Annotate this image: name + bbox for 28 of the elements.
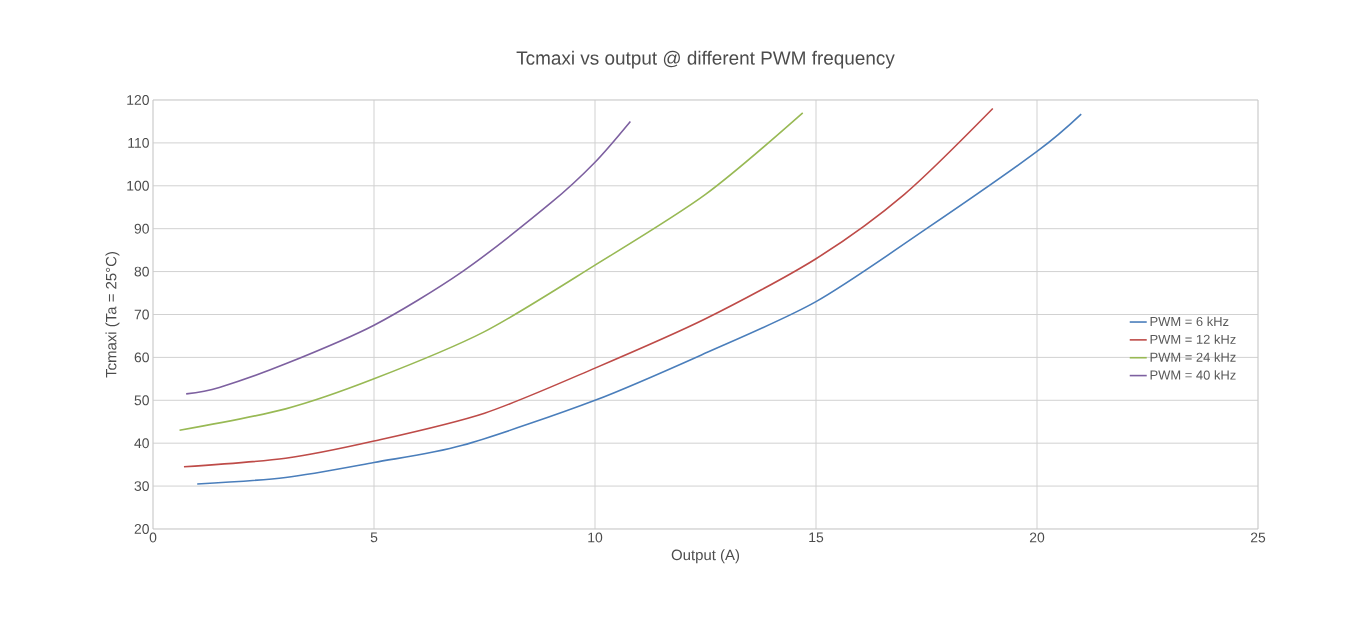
- y-tick-label: 20: [134, 524, 149, 534]
- y-tick-label: 40: [134, 438, 149, 449]
- y-tick-label: 60: [134, 352, 149, 363]
- y-axis-title: Tcmaxi (Ta = 25°C): [105, 252, 120, 378]
- legend-label: PWM = 12 kHz: [1150, 334, 1236, 344]
- line-series: [178, 112, 804, 432]
- x-axis-title: Output (A): [671, 549, 740, 564]
- y-tick-label: 90: [134, 223, 149, 234]
- x-tick-label: 20: [1029, 532, 1045, 543]
- y-tick-label: 80: [134, 266, 149, 277]
- x-tick-label: 5: [370, 532, 378, 543]
- x-tick-label: 0: [149, 532, 157, 543]
- line-series: [185, 120, 632, 395]
- x-tick-label: 25: [1250, 532, 1266, 543]
- line-series: [183, 107, 994, 468]
- y-tick-label: 110: [128, 137, 149, 148]
- y-tick-label: 50: [134, 395, 149, 406]
- line-series: [196, 113, 1082, 485]
- x-tick-label: 15: [809, 532, 824, 543]
- legend-label: PWM = 24 kHz: [1150, 352, 1236, 362]
- chart-title: Tcmaxi vs output @ different PWM frequency: [516, 50, 895, 69]
- x-tick-label: 10: [588, 532, 603, 543]
- legend-label: PWM = 40 kHz: [1150, 370, 1236, 380]
- y-tick-label: 30: [134, 481, 149, 492]
- y-tick-label: 100: [127, 180, 149, 191]
- y-tick-label: 70: [134, 309, 149, 320]
- y-tick-label: 120: [127, 95, 149, 105]
- legend-label: PWM = 6 kHz: [1150, 316, 1229, 327]
